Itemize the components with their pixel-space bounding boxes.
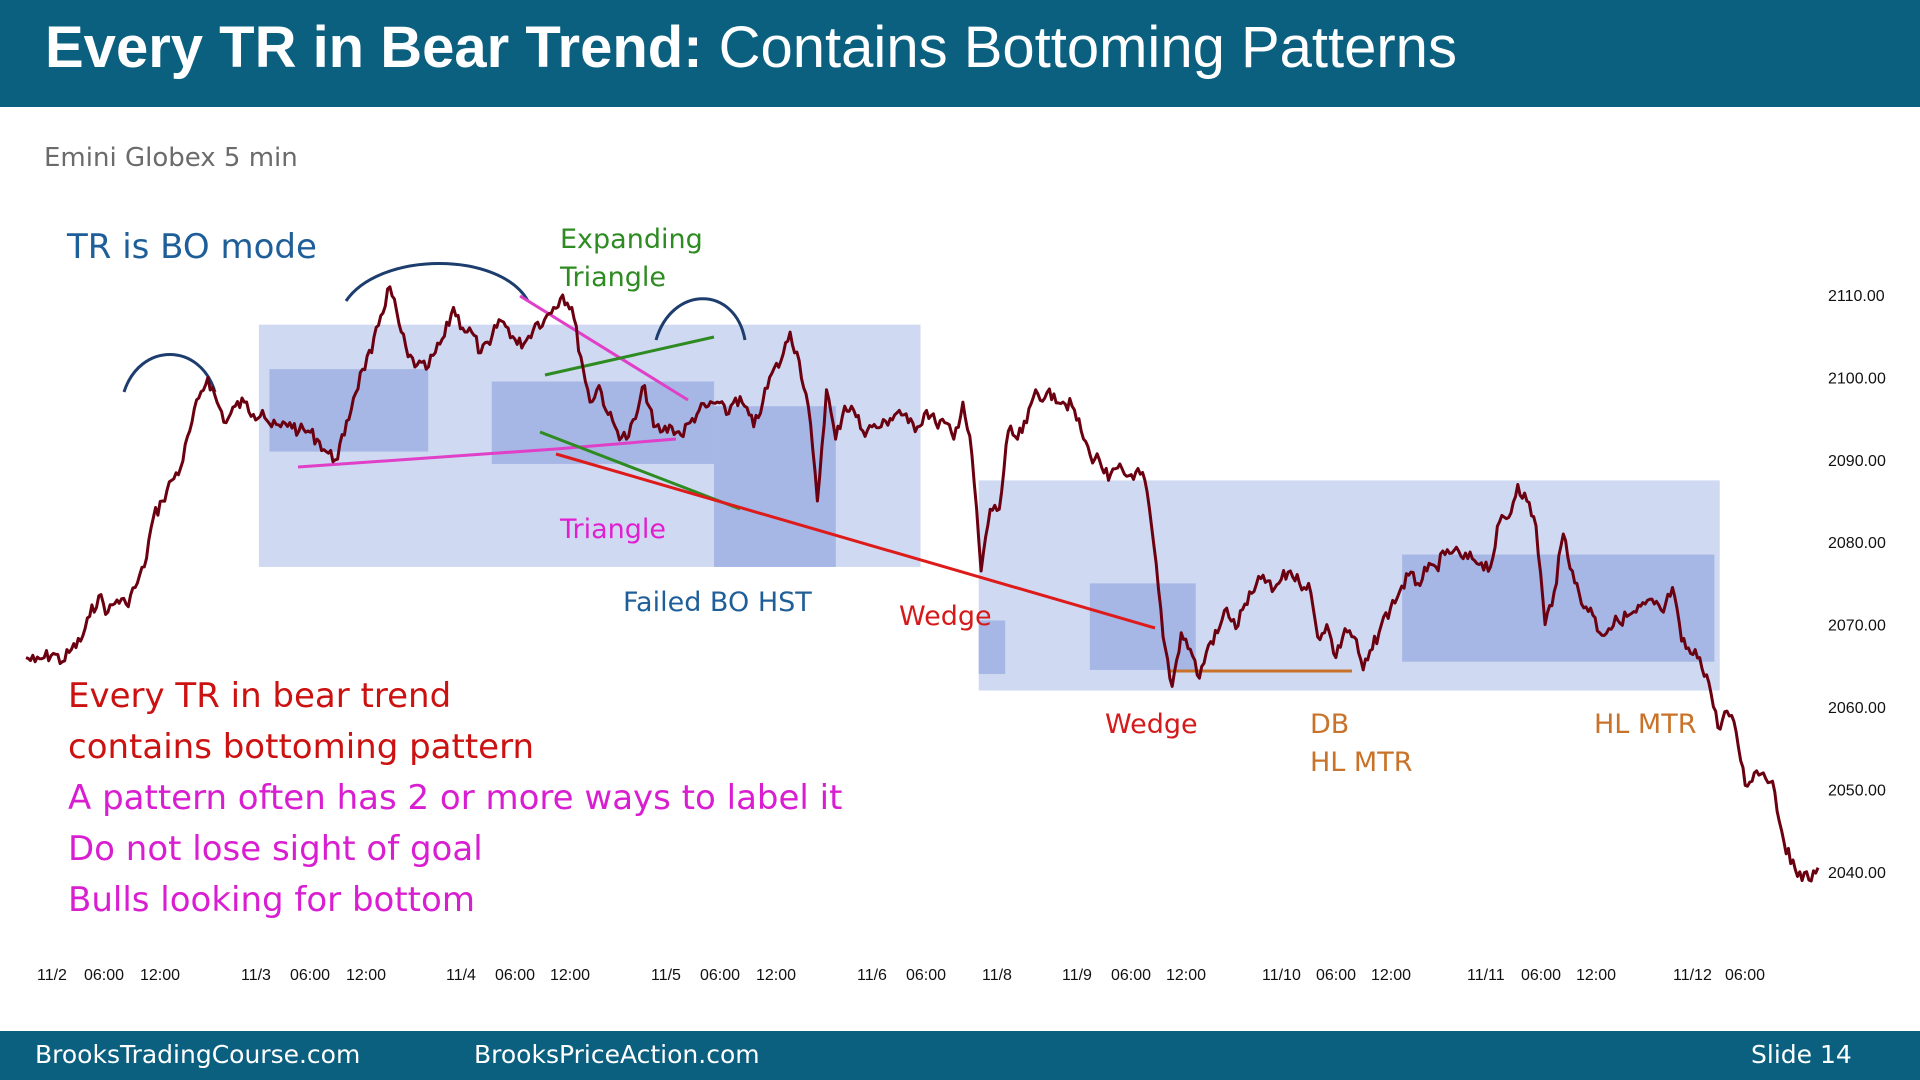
x-tick-label: 11/5 bbox=[651, 967, 681, 984]
y-tick-label: 2040.00 bbox=[1828, 865, 1886, 882]
failed-bo-hst-label: Failed BO HST bbox=[623, 587, 812, 618]
expanding-triangle-label-2: Triangle bbox=[559, 262, 666, 293]
header-bar: Every TR in Bear Trend: Contains Bottomi… bbox=[0, 0, 1920, 107]
x-tick-label: 06:00 bbox=[495, 967, 535, 984]
db-label: DB bbox=[1310, 709, 1349, 740]
x-tick-label: 11/11 bbox=[1467, 967, 1505, 984]
x-tick-label: 06:00 bbox=[1521, 967, 1561, 984]
slide-number: Slide 14 bbox=[1751, 1040, 1852, 1069]
x-tick-label: 11/3 bbox=[241, 967, 271, 984]
y-tick-label: 2060.00 bbox=[1828, 700, 1886, 717]
x-tick-label: 06:00 bbox=[84, 967, 124, 984]
y-tick-label: 2100.00 bbox=[1828, 370, 1886, 387]
x-tick-label: 12:00 bbox=[1576, 967, 1616, 984]
x-tick-label: 12:00 bbox=[140, 967, 180, 984]
x-tick-label: 12:00 bbox=[1371, 967, 1411, 984]
x-tick-label: 11/8 bbox=[982, 967, 1012, 984]
note-line-2: contains bottoming pattern bbox=[68, 727, 534, 767]
tr-bo-mode-label: TR is BO mode bbox=[66, 227, 317, 267]
top-arc bbox=[122, 353, 217, 393]
chart-subtitle: Emini Globex 5 min bbox=[44, 143, 298, 173]
price-chart: 2110.00 2100.00 2090.00 2080.00 2070.00 2060.… bbox=[25, 224, 1886, 984]
x-tick-label: 06:00 bbox=[1725, 967, 1765, 984]
x-tick-label: 11/6 bbox=[857, 967, 887, 984]
y-tick-label: 2080.00 bbox=[1828, 535, 1886, 552]
y-axis: 2110.00 2100.00 2090.00 2080.00 2070.00 2060.… bbox=[1828, 288, 1886, 882]
range-box bbox=[1089, 583, 1196, 670]
x-axis: 11/2 06:00 12:00 11/3 06:00 12:00 11/4 06:00 12:… bbox=[37, 967, 1765, 984]
footer-bar: BrooksTradingCourse.com BrooksPriceActio… bbox=[0, 1031, 1920, 1080]
slide-title-bold: Every TR in Bear Trend: bbox=[45, 15, 703, 80]
x-tick-label: 11/4 bbox=[446, 967, 476, 984]
note-line-4: Do not lose sight of goal bbox=[68, 829, 483, 869]
x-tick-label: 12:00 bbox=[756, 967, 796, 984]
range-box bbox=[978, 620, 1006, 675]
footer-center-link[interactable]: BrooksPriceAction.com bbox=[474, 1040, 760, 1069]
bear-trend-line bbox=[555, 452, 1156, 630]
x-tick-label: 06:00 bbox=[290, 967, 330, 984]
x-tick-label: 12:00 bbox=[346, 967, 386, 984]
hl-mtr-label-1: HL MTR bbox=[1310, 747, 1412, 778]
x-tick-label: 06:00 bbox=[1111, 967, 1151, 984]
x-tick-label: 11/10 bbox=[1262, 967, 1301, 984]
x-tick-label: 06:00 bbox=[700, 967, 740, 984]
hl-mtr-label-2: HL MTR bbox=[1594, 709, 1696, 740]
consolidation-boxes bbox=[258, 324, 1720, 691]
slide-title-rest: Contains Bottoming Patterns bbox=[702, 15, 1457, 80]
slide-title: Every TR in Bear Trend: Contains Bottomi… bbox=[45, 14, 1457, 81]
top-arc bbox=[344, 262, 530, 302]
top-arc bbox=[654, 297, 747, 341]
triangle-label: Triangle bbox=[559, 514, 666, 545]
x-tick-label: 06:00 bbox=[906, 967, 946, 984]
x-tick-label: 12:00 bbox=[550, 967, 590, 984]
x-tick-label: 11/9 bbox=[1062, 967, 1092, 984]
y-tick-label: 2090.00 bbox=[1828, 453, 1886, 470]
footer-left-link[interactable]: BrooksTradingCourse.com bbox=[35, 1040, 361, 1069]
expanding-triangle-upper-line bbox=[544, 335, 715, 377]
wedge-label-2: Wedge bbox=[1105, 709, 1198, 740]
note-line-3: A pattern often has 2 or more ways to la… bbox=[68, 778, 842, 818]
note-line-1: Every TR in bear trend bbox=[68, 676, 451, 716]
expanding-triangle-label-1: Expanding bbox=[560, 224, 703, 255]
y-tick-label: 2050.00 bbox=[1828, 782, 1886, 799]
note-line-5: Bulls looking for bottom bbox=[68, 880, 475, 920]
x-tick-label: 11/12 bbox=[1673, 967, 1712, 984]
range-box bbox=[269, 369, 429, 452]
triangle-lower-line bbox=[297, 447, 557, 469]
wedge-label-1: Wedge bbox=[899, 601, 992, 632]
x-tick-label: 12:00 bbox=[1166, 967, 1206, 984]
y-tick-label: 2070.00 bbox=[1828, 618, 1886, 635]
x-tick-label: 11/2 bbox=[37, 967, 67, 984]
x-tick-label: 06:00 bbox=[1316, 967, 1356, 984]
price-line bbox=[25, 285, 1820, 883]
expanding-triangle-lower-line bbox=[539, 430, 741, 511]
y-tick-label: 2110.00 bbox=[1828, 288, 1885, 305]
